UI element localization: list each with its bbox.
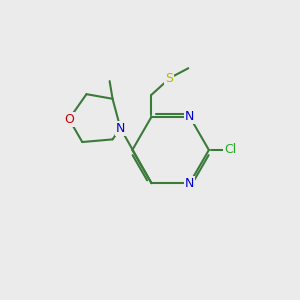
Text: S: S (165, 72, 173, 85)
Text: Cl: Cl (224, 143, 236, 157)
Text: N: N (185, 177, 194, 190)
Text: N: N (185, 110, 194, 123)
Text: N: N (116, 122, 125, 135)
Text: O: O (64, 112, 74, 126)
